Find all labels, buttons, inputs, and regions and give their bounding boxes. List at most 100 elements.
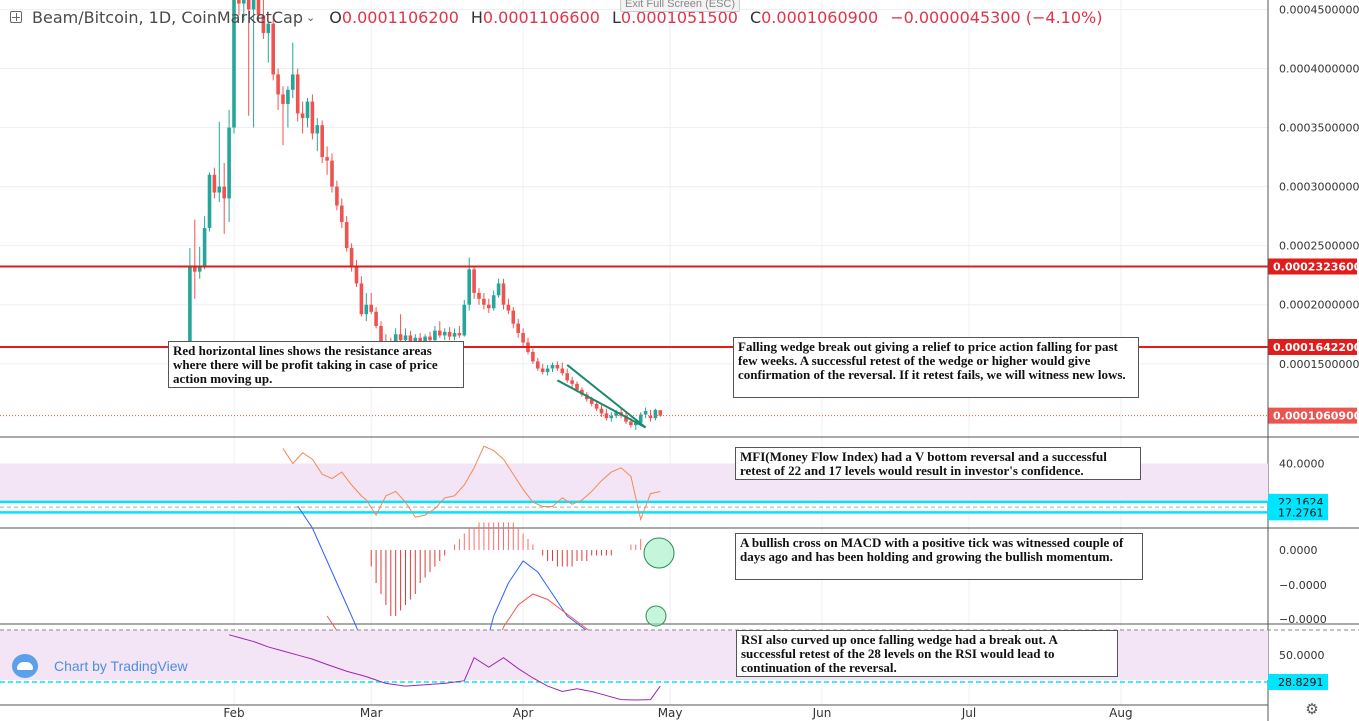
candle-body xyxy=(609,415,614,419)
candle-body xyxy=(256,0,261,16)
candle-body xyxy=(237,0,241,4)
resistance-price-label: 0.0002323600 xyxy=(1273,260,1359,273)
candle-body xyxy=(506,304,511,311)
candle-body xyxy=(634,422,638,426)
candle-body xyxy=(555,364,560,369)
candle-body xyxy=(261,15,266,34)
candle-body xyxy=(291,74,295,90)
candle-body xyxy=(511,310,516,324)
mfi-line xyxy=(282,445,661,522)
price-change: −0.0000045300 (−4.10%) xyxy=(890,7,1103,27)
note-wedge: Falling wedge break out giving a relief … xyxy=(733,337,1139,398)
candle-body xyxy=(379,325,383,343)
branding-label: Chart by TradingView xyxy=(54,658,188,674)
note-mfi: MFI(Money Flow Index) had a V bottom rev… xyxy=(735,447,1141,480)
candle-body xyxy=(545,368,550,373)
note-rsi: RSI also curved up once falling wedge ha… xyxy=(736,630,1118,677)
candle-body xyxy=(496,283,501,296)
candle-body xyxy=(560,368,565,374)
candle-body xyxy=(193,266,197,272)
macd-tick-label: −0.0000 xyxy=(1279,579,1327,592)
exit-fullscreen-button[interactable]: Exit Full Screen (ESC) xyxy=(620,0,740,12)
candle-body xyxy=(457,333,462,336)
macd-tick-label: −0.0000 xyxy=(1279,613,1327,626)
candle-body xyxy=(643,411,648,415)
candle-body xyxy=(516,323,520,334)
candle-body xyxy=(423,336,427,344)
ohlc-close-value: 0.0001060900 xyxy=(761,7,879,27)
resistance-price-label: 0.0001642200 xyxy=(1273,341,1359,354)
time-tick-label: Jun xyxy=(812,706,832,720)
candle-body xyxy=(217,186,222,193)
candle-body xyxy=(428,336,432,341)
ohlc-open-value: 0.0001106200 xyxy=(341,7,459,27)
note-macd: A bullish cross on MACD with a positive … xyxy=(735,533,1143,580)
candle-body xyxy=(246,0,251,10)
candle-body xyxy=(462,304,467,336)
macd-tick-label: 0.0000 xyxy=(1279,544,1318,557)
candle-body xyxy=(344,222,349,249)
gear-icon[interactable]: ⚙ xyxy=(1305,701,1319,718)
ohlc-high-value: 0.0001106600 xyxy=(482,7,600,27)
candle-body xyxy=(594,403,599,409)
tradingview-branding[interactable]: Chart by TradingView xyxy=(12,654,188,678)
candle-body xyxy=(638,414,643,423)
time-tick-label: Jul xyxy=(961,706,976,720)
bullish-tick-marker xyxy=(645,605,667,627)
candle-body xyxy=(477,292,481,299)
candle-body xyxy=(536,361,540,369)
candle-body xyxy=(442,331,447,336)
chart-header: Beam/Bitcoin, 1D, CoinMarketCap ⌄ O 0.00… xyxy=(10,5,1114,29)
time-tick-label: Apr xyxy=(513,706,534,720)
symbol-title[interactable]: Beam/Bitcoin, 1D, CoinMarketCap xyxy=(32,7,303,27)
candle-body xyxy=(521,333,525,343)
candle-body xyxy=(540,368,545,373)
candle-body xyxy=(447,331,452,337)
expand-icon[interactable] xyxy=(10,11,22,23)
rsi-level-label: 28.8291 xyxy=(1278,676,1324,689)
candle-body xyxy=(413,337,418,343)
candle-body xyxy=(305,101,310,119)
candle-body xyxy=(433,330,437,341)
candle-body xyxy=(222,186,226,199)
candle-body xyxy=(614,412,618,416)
candle-body xyxy=(531,351,535,362)
candle-body xyxy=(629,421,633,426)
candle-body xyxy=(251,0,256,10)
candle-body xyxy=(648,415,653,419)
candle-body xyxy=(467,269,471,305)
candle-body xyxy=(354,266,359,284)
wedge-upper-line xyxy=(566,364,647,429)
ohlc-low-value: 0.0001051500 xyxy=(620,7,738,27)
chevron-down-icon[interactable]: ⌄ xyxy=(306,10,316,24)
candle-body xyxy=(364,304,369,315)
rsi-tick-label: 50.0000 xyxy=(1279,649,1325,662)
rsi-level-tag xyxy=(1268,674,1328,690)
candle-body xyxy=(653,409,658,419)
time-tick-label: May xyxy=(658,706,683,720)
ohlc-low-key: L xyxy=(611,7,621,27)
candle-body xyxy=(482,298,486,305)
candle-body xyxy=(501,283,506,305)
candle-body xyxy=(310,101,315,134)
time-tick-label: Aug xyxy=(1109,706,1132,720)
candle-body xyxy=(232,0,236,128)
candle-body xyxy=(295,74,300,114)
ohlc-high-key: H xyxy=(470,7,483,27)
candle-body xyxy=(624,415,628,422)
candle-body xyxy=(188,266,192,347)
candle-body xyxy=(575,383,579,390)
candle-body xyxy=(271,23,275,75)
candle-body xyxy=(438,330,442,336)
candle-body xyxy=(281,94,285,104)
resistance-price-tag xyxy=(1268,338,1357,355)
candle-body xyxy=(369,304,373,312)
mfi-level-label: 17.2761 xyxy=(1278,506,1324,519)
candle-body xyxy=(393,334,398,348)
candle-body xyxy=(315,125,320,134)
bullish-cross-marker xyxy=(643,537,675,569)
candle-body xyxy=(398,334,403,341)
price-tick-label: 0.0003000000 xyxy=(1279,181,1359,194)
mfi-level-tag xyxy=(1268,504,1328,521)
